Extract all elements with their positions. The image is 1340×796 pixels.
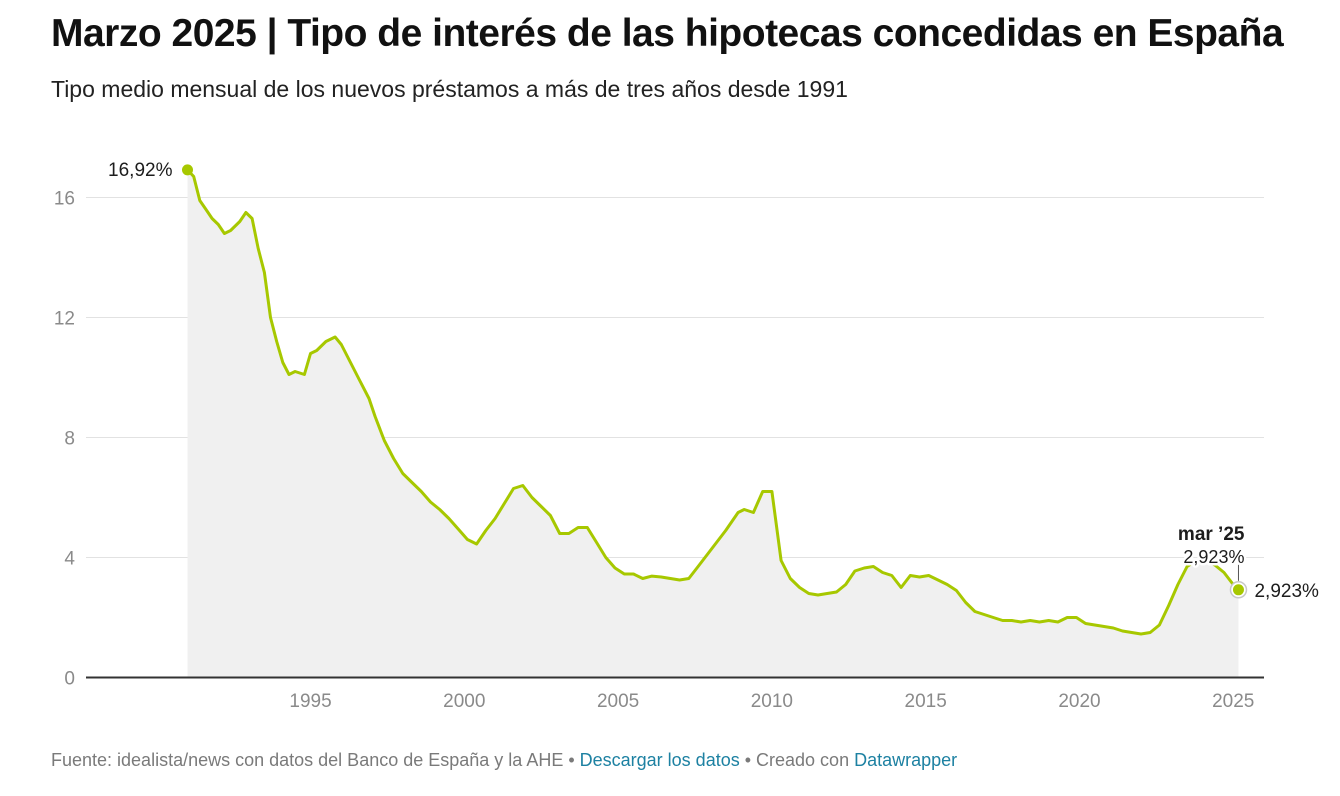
- y-tick-label-8: 8: [64, 429, 75, 450]
- x-tick-label-2015: 2015: [905, 691, 947, 712]
- download-data-link[interactable]: Descargar los datos: [579, 750, 740, 770]
- source-text: Fuente: idealista/news con datos del Ban…: [51, 750, 564, 770]
- x-tick-label-2000: 2000: [443, 691, 485, 712]
- annotation-value-label: 2,923%: [1183, 547, 1244, 567]
- chart-canvas: 0 4 8 12 16 1995 2000 2005 2010 2015 2020 2025 16,9…: [54, 160, 1319, 713]
- y-tick-label-12: 12: [54, 309, 75, 330]
- annotation-date-label: mar ’25: [1178, 524, 1245, 545]
- axis-ticks: 0 4 8 12 16 1995 2000 2005 2010 2015 2020 2025: [54, 189, 1255, 713]
- y-tick-label-0: 0: [64, 669, 75, 690]
- series-line: [186, 168, 1240, 636]
- end-value-label: 2,923%: [1254, 581, 1319, 602]
- separator: •: [563, 750, 580, 770]
- start-point-marker: [181, 164, 193, 176]
- datawrapper-link[interactable]: Datawrapper: [854, 750, 958, 770]
- y-tick-label-4: 4: [64, 549, 75, 570]
- x-tick-label-1995: 1995: [289, 691, 331, 712]
- created-with-text: • Creado con: [739, 750, 855, 770]
- y-tick-label-16: 16: [54, 189, 75, 210]
- area-fill: [187, 169, 1239, 678]
- start-value-label: 16,92%: [108, 160, 173, 181]
- chart-subtitle: Tipo medio mensual de los nuevos préstam…: [51, 76, 848, 102]
- chart-title: Marzo 2025 | Tipo de interés de las hipo…: [51, 12, 1284, 55]
- x-tick-label-2025: 2025: [1212, 691, 1254, 712]
- x-tick-label-2005: 2005: [597, 691, 639, 712]
- x-tick-label-2020: 2020: [1058, 691, 1100, 712]
- end-point-marker: [1232, 584, 1244, 596]
- chart-footer: Fuente: idealista/news con datos del Ban…: [51, 750, 957, 771]
- x-tick-label-2010: 2010: [751, 691, 793, 712]
- annotations: 16,92%2,923%mar ’252,923%: [108, 160, 1319, 602]
